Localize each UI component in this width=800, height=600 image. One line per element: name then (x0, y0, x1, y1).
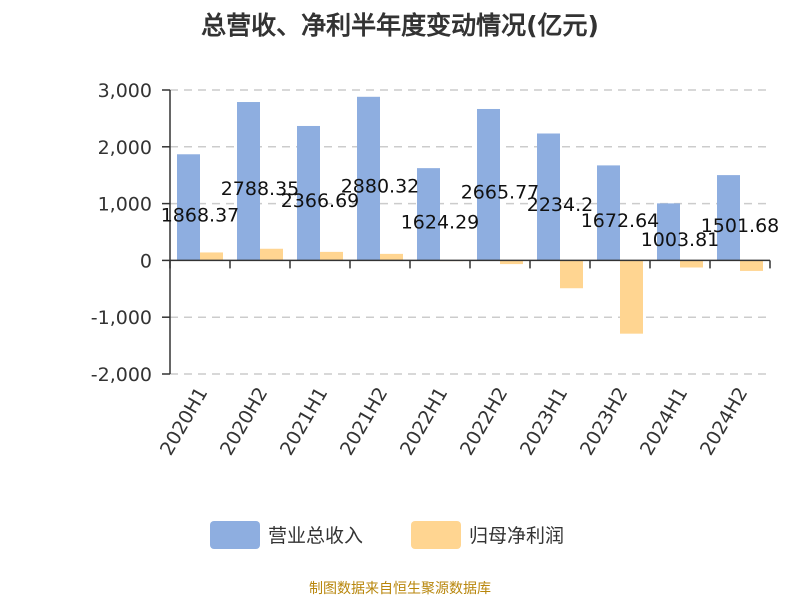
data-label-revenue: 2234.2 (527, 194, 593, 216)
x-tick-label: 2021H2 (336, 384, 392, 460)
legend-label-net-profit: 归母净利润 (469, 525, 564, 547)
legend-swatch-revenue (210, 521, 260, 549)
bar-net-profit (200, 252, 223, 261)
x-tick-label: 2021H1 (276, 384, 332, 460)
bar-net-profit (620, 260, 643, 334)
chart-title: 总营收、净利半年度变动情况(亿元) (201, 11, 599, 40)
data-label-revenue: 2665.77 (461, 182, 540, 204)
x-tick-label: 2020H2 (216, 384, 272, 460)
bar-revenue (357, 96, 380, 261)
data-label-revenue: 2880.32 (341, 176, 420, 198)
y-tick-label: 3,000 (98, 80, 152, 102)
data-label-revenue: 2788.35 (221, 178, 300, 200)
x-tick-label: 2020H1 (156, 384, 212, 460)
bar-net-profit (680, 260, 703, 268)
data-label-revenue: 1868.37 (161, 204, 240, 226)
y-tick-label: 1,000 (98, 194, 152, 216)
y-tick-label: -2,000 (91, 364, 152, 386)
bar-net-profit (320, 251, 343, 261)
bar-revenue (597, 165, 620, 261)
x-tick-label: 2022H2 (456, 384, 512, 460)
y-tick-label: 2,000 (98, 137, 152, 159)
bar-revenue (177, 154, 200, 261)
legend-swatch-net-profit (411, 521, 461, 549)
bar-net-profit (560, 260, 583, 289)
grid-lines (170, 89, 770, 375)
bar-net-profit (740, 260, 763, 271)
y-tick-label: 0 (140, 250, 152, 272)
y-tick-label: -1,000 (91, 307, 152, 329)
data-label-revenue: 1672.64 (581, 210, 660, 232)
bar-revenue (297, 125, 320, 261)
x-tick-label: 2022H1 (396, 384, 452, 460)
data-label-revenue: 2366.69 (281, 190, 360, 212)
bar-revenue (537, 133, 560, 261)
bars (177, 96, 763, 334)
x-tick-label: 2024H1 (636, 384, 692, 460)
bar-net-profit (500, 260, 523, 265)
bar-net-profit (380, 253, 403, 261)
data-label-revenue: 1624.29 (401, 211, 480, 233)
x-tick-label: 2024H2 (696, 384, 752, 460)
legend-label-revenue: 营业总收入 (268, 525, 363, 547)
data-label-revenue: 1501.68 (701, 215, 780, 237)
bar-revenue (657, 203, 680, 261)
bar-revenue (417, 168, 440, 261)
source-note: 制图数据来自恒生聚源数据库 (309, 581, 491, 597)
bar-revenue (237, 102, 260, 261)
bar-net-profit (260, 248, 283, 261)
legend: 营业总收入 归母净利润 (210, 521, 564, 549)
bar-revenue (717, 175, 740, 261)
x-tick-label: 2023H1 (516, 384, 572, 460)
data-label-revenue: 1003.81 (641, 229, 720, 251)
bar-revenue (477, 108, 500, 261)
x-tick-label: 2023H2 (576, 384, 632, 460)
